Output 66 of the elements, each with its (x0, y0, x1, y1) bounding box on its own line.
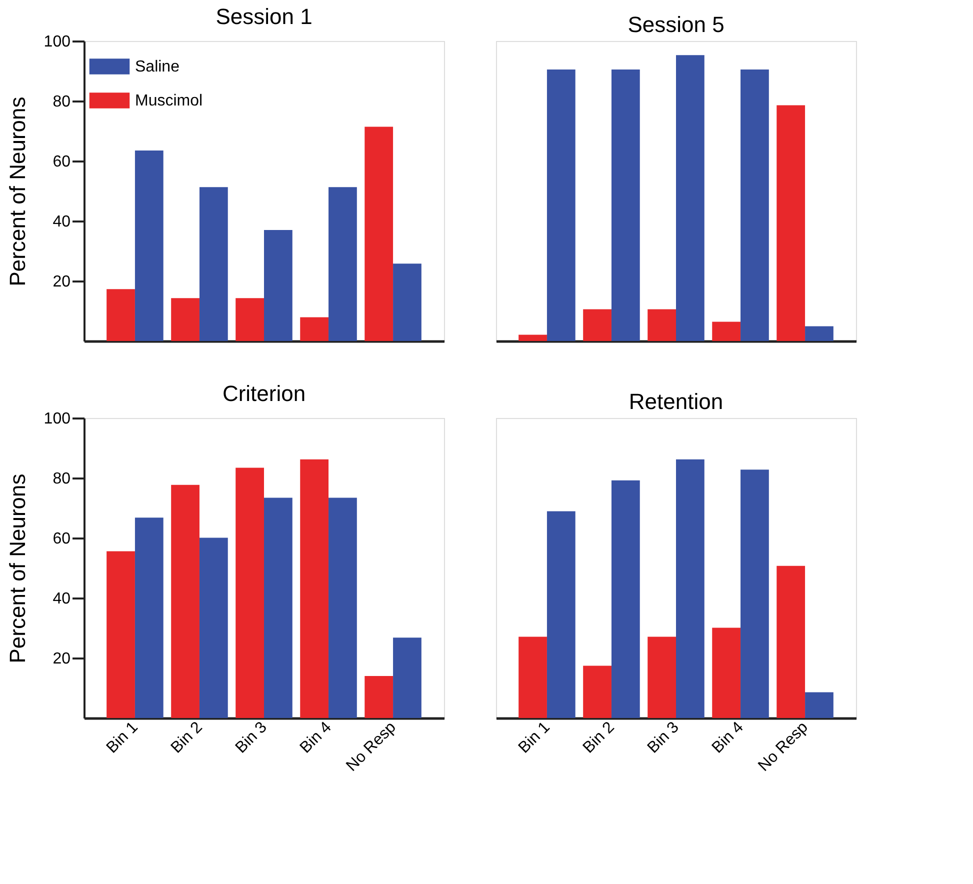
bar (518, 334, 547, 341)
bar (648, 309, 676, 341)
x-tick-label: Bin 3 (644, 718, 682, 757)
legend-label: Saline (135, 58, 180, 76)
bar (236, 468, 264, 718)
bar (328, 498, 357, 718)
bar (648, 636, 676, 718)
chart-title: Retention (628, 389, 724, 414)
bar (300, 317, 329, 341)
bar (676, 55, 704, 341)
x-tick-label: Bin 4 (709, 718, 747, 757)
x-tick-label: Bin 1 (104, 718, 142, 757)
bar (676, 459, 704, 718)
bar (134, 518, 164, 718)
chart-title: Criterion (222, 381, 306, 406)
legend-label: Muscimol (135, 92, 203, 110)
bar (236, 298, 264, 341)
y-tick-label: 60 (52, 154, 71, 170)
x-tick-label: Bin 1 (516, 718, 554, 757)
bar (364, 676, 394, 718)
bar (740, 470, 769, 718)
bar (805, 692, 834, 718)
bar (106, 551, 135, 718)
y-tick-label: 80 (52, 470, 71, 488)
bar (106, 289, 135, 341)
y-tick-label: 20 (52, 274, 71, 290)
y-tick-label: 20 (52, 650, 71, 668)
bar (364, 126, 394, 341)
x-tick-label: Bin 2 (580, 718, 618, 757)
x-tick-label: Bin 3 (232, 718, 270, 757)
y-tick-label: 80 (52, 94, 71, 110)
bar (776, 566, 806, 718)
y-tick-label: 100 (44, 34, 71, 50)
bar (712, 628, 741, 718)
bar (583, 309, 612, 341)
bar (518, 636, 547, 718)
bar (546, 511, 576, 718)
y-tick-label: 60 (52, 530, 71, 548)
x-tick-label: Bin 4 (297, 718, 335, 757)
bar (712, 322, 741, 341)
x-tick-label: Bin 2 (168, 718, 206, 757)
bar (171, 484, 200, 718)
bar (740, 70, 769, 341)
y-axis-title: Percent of Neurons (4, 474, 30, 664)
bar (134, 150, 164, 341)
y-tick-label: 40 (52, 214, 71, 230)
bar (199, 538, 228, 718)
bar (264, 498, 292, 718)
chart-title: Session 1 (216, 4, 312, 29)
bar (583, 666, 612, 718)
bar (300, 459, 329, 718)
bar (546, 70, 576, 341)
bar (171, 298, 200, 341)
bar (264, 230, 292, 341)
bar (611, 480, 640, 718)
bar (328, 187, 357, 341)
y-tick-label: 100 (44, 410, 71, 428)
bar (393, 264, 422, 341)
y-axis-title: Percent of Neurons (4, 96, 30, 286)
bar (805, 326, 834, 341)
bar (199, 187, 228, 341)
y-tick-label: 40 (52, 590, 71, 608)
bar (611, 70, 640, 341)
chart-title: Session 5 (628, 12, 724, 37)
bar (776, 105, 806, 341)
bar (393, 638, 422, 718)
